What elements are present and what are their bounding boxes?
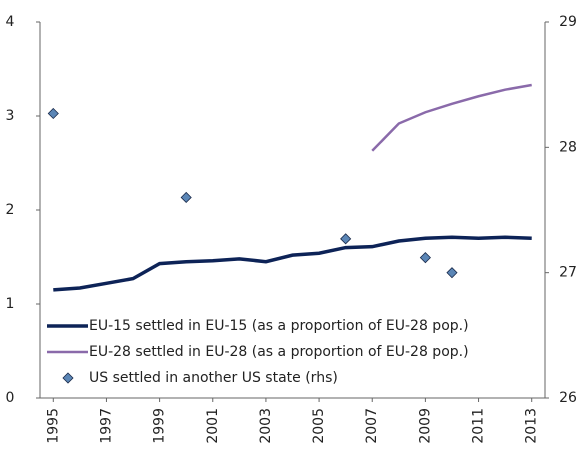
x-tick-label: 1995 [45,408,61,444]
y-tick-label: 3 [6,108,15,124]
y-tick-label: 1 [6,296,15,312]
marker [446,267,458,279]
y-tick-label: 4 [6,14,15,30]
line [53,235,532,292]
marker [340,233,352,245]
x-tick-label: 2009 [417,408,433,444]
y2-tick-label: 28 [559,139,577,155]
legend-label: EU-15 settled in EU-15 (as a proportion … [89,318,469,334]
marker [419,252,431,264]
x-tick-label: 1997 [98,408,114,444]
x-tick-label: 2011 [471,408,487,444]
line [371,83,532,152]
x-tick-label: 2003 [258,408,274,444]
y2-tick-label: 27 [559,265,577,281]
marker [47,107,59,120]
x-tick-label: 2005 [311,408,327,444]
legend-marker [62,372,74,384]
y-tick-label: 2 [6,202,15,218]
y2-tick-label: 29 [559,14,577,30]
x-tick-label: 2013 [524,408,540,444]
legend-label: US settled in another US state (rhs) [89,370,338,386]
legend: EU-15 settled in EU-15 (as a proportion … [47,318,469,386]
x-tick-label: 2001 [205,408,221,444]
legend-label: EU-28 settled in EU-28 (as a proportion … [89,344,469,360]
x-tick-label: 2007 [364,408,380,444]
marker [180,191,192,204]
y-tick-label: 0 [6,390,15,406]
x-tick-label: 1999 [152,408,168,444]
y2-tick-label: 26 [559,390,577,406]
